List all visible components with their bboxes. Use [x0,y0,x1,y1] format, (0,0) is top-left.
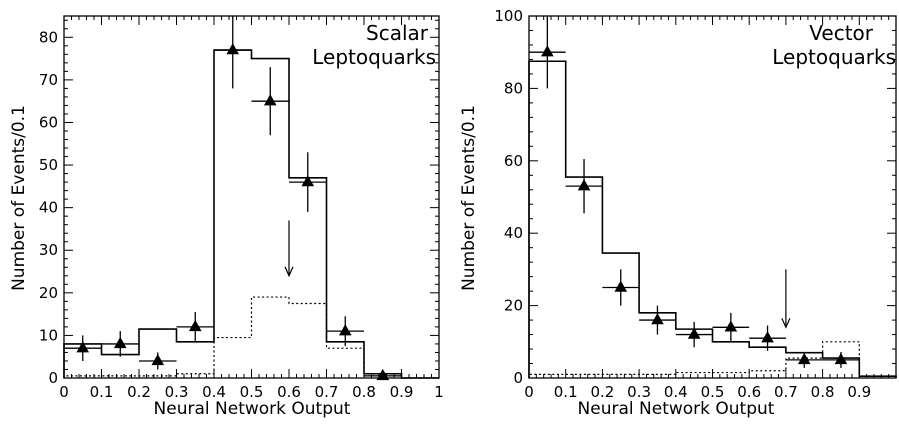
x-tick-label: 0.4 [202,383,226,401]
data-point-triangle [226,43,240,55]
data-point-triangle [188,319,202,332]
y-tick-label: 20 [39,284,58,302]
y-tick-label: 80 [39,28,58,46]
cut-arrow-head [284,266,294,278]
y-tick-label: 0 [513,369,523,387]
x-tick-label: 0.6 [737,383,761,401]
data-point-triangle [76,341,90,353]
y-tick-label: 100 [494,7,523,25]
data-point-triangle [301,175,315,187]
scalar-leptoquarks-chart: 0 0.1 0.2 0.3 0.4 0.5 0.6 0.7 0.8 0.9 101020304050… [9,15,444,419]
chart-title-line-1: Vector [809,21,874,45]
data-point-triangle [797,352,811,365]
data-point-triangle [577,179,591,191]
x-tick-label: 1 [434,383,444,401]
x-tick-label: 0.8 [352,383,376,401]
x-tick-label: 0.6 [277,383,301,401]
data-point-triangle [761,331,774,343]
x-tick-label: 0 [59,383,69,401]
y-tick-label: 10 [39,326,58,344]
x-tick-label: 0.1 [90,383,114,401]
chart-title-line-1: Scalar [366,21,429,45]
x-tick-label: 0 [524,383,534,401]
y-tick-label: 0 [48,369,58,387]
x-tick-label: 0.1 [554,383,578,401]
data-point-triangle [376,368,390,381]
y-tick-label: 50 [39,156,58,174]
y-tick-label: 80 [504,79,523,97]
chart-content: 0 0.1 0.2 0.3 0.4 0.5 0.6 0.7 0.8 0.9 0 20 40 60 80 100 [494,7,897,401]
y-tick-label: 30 [39,241,58,259]
y-axis-label: Number of Events/0.1 [9,105,29,291]
y-tick-label: 20 [504,297,523,315]
data-point-triangle [113,336,127,349]
data-point-triangle [151,353,165,366]
x-axis-label: Neural Network Output [154,399,351,419]
cut-arrow-head [781,318,791,329]
x-tick-label: 0.9 [390,383,414,401]
data-point-triangle [541,45,554,57]
vector-leptoquarks-chart: 0 0.1 0.2 0.3 0.4 0.5 0.6 0.7 0.8 0.9 0 20 40 60 80 100… [459,7,897,419]
y-tick-label: 60 [504,152,523,170]
x-tick-label: 0.4 [664,383,688,401]
x-tick-label: 0.5 [701,383,725,401]
x-axis-label: Neural Network Output [578,399,775,419]
chart-content: 0 0.1 0.2 0.3 0.4 0.5 0.6 0.7 0.8 0.9 101020304050… [39,15,444,401]
chart-title-line-2: Leptoquarks [772,45,896,69]
data-point-triangle [651,313,664,325]
plot-frame [63,15,440,379]
y-tick-label: 40 [504,224,523,242]
data-point-triangle [724,320,738,332]
x-tick-label: 0.3 [165,383,189,401]
data-point-triangle [614,280,628,292]
x-tick-label: 0.5 [240,383,264,401]
y-axis-label: Number of Events/0.1 [459,105,479,291]
background-histogram-dotted [528,341,897,378]
data-point-triangle [338,324,352,336]
signal-histogram-solid [63,49,439,379]
x-tick-label: 0.3 [627,383,651,401]
y-tick-label: 40 [39,199,58,217]
y-tick-label: 60 [39,113,58,131]
x-tick-label: 0.2 [590,383,614,401]
x-tick-label: 0.9 [847,383,871,401]
data-point-triangle [687,327,701,339]
chart-title-line-2: Leptoquarks [312,45,436,69]
data-point-triangle [263,94,277,106]
x-tick-label: 0.2 [127,383,151,401]
y-tick-label: 70 [39,71,58,89]
x-tick-label: 0.7 [774,383,798,401]
signal-histogram-solid [528,60,897,378]
x-tick-label: 0.8 [811,383,835,401]
data-point-triangle [834,352,848,365]
x-tick-label: 0.7 [315,383,339,401]
